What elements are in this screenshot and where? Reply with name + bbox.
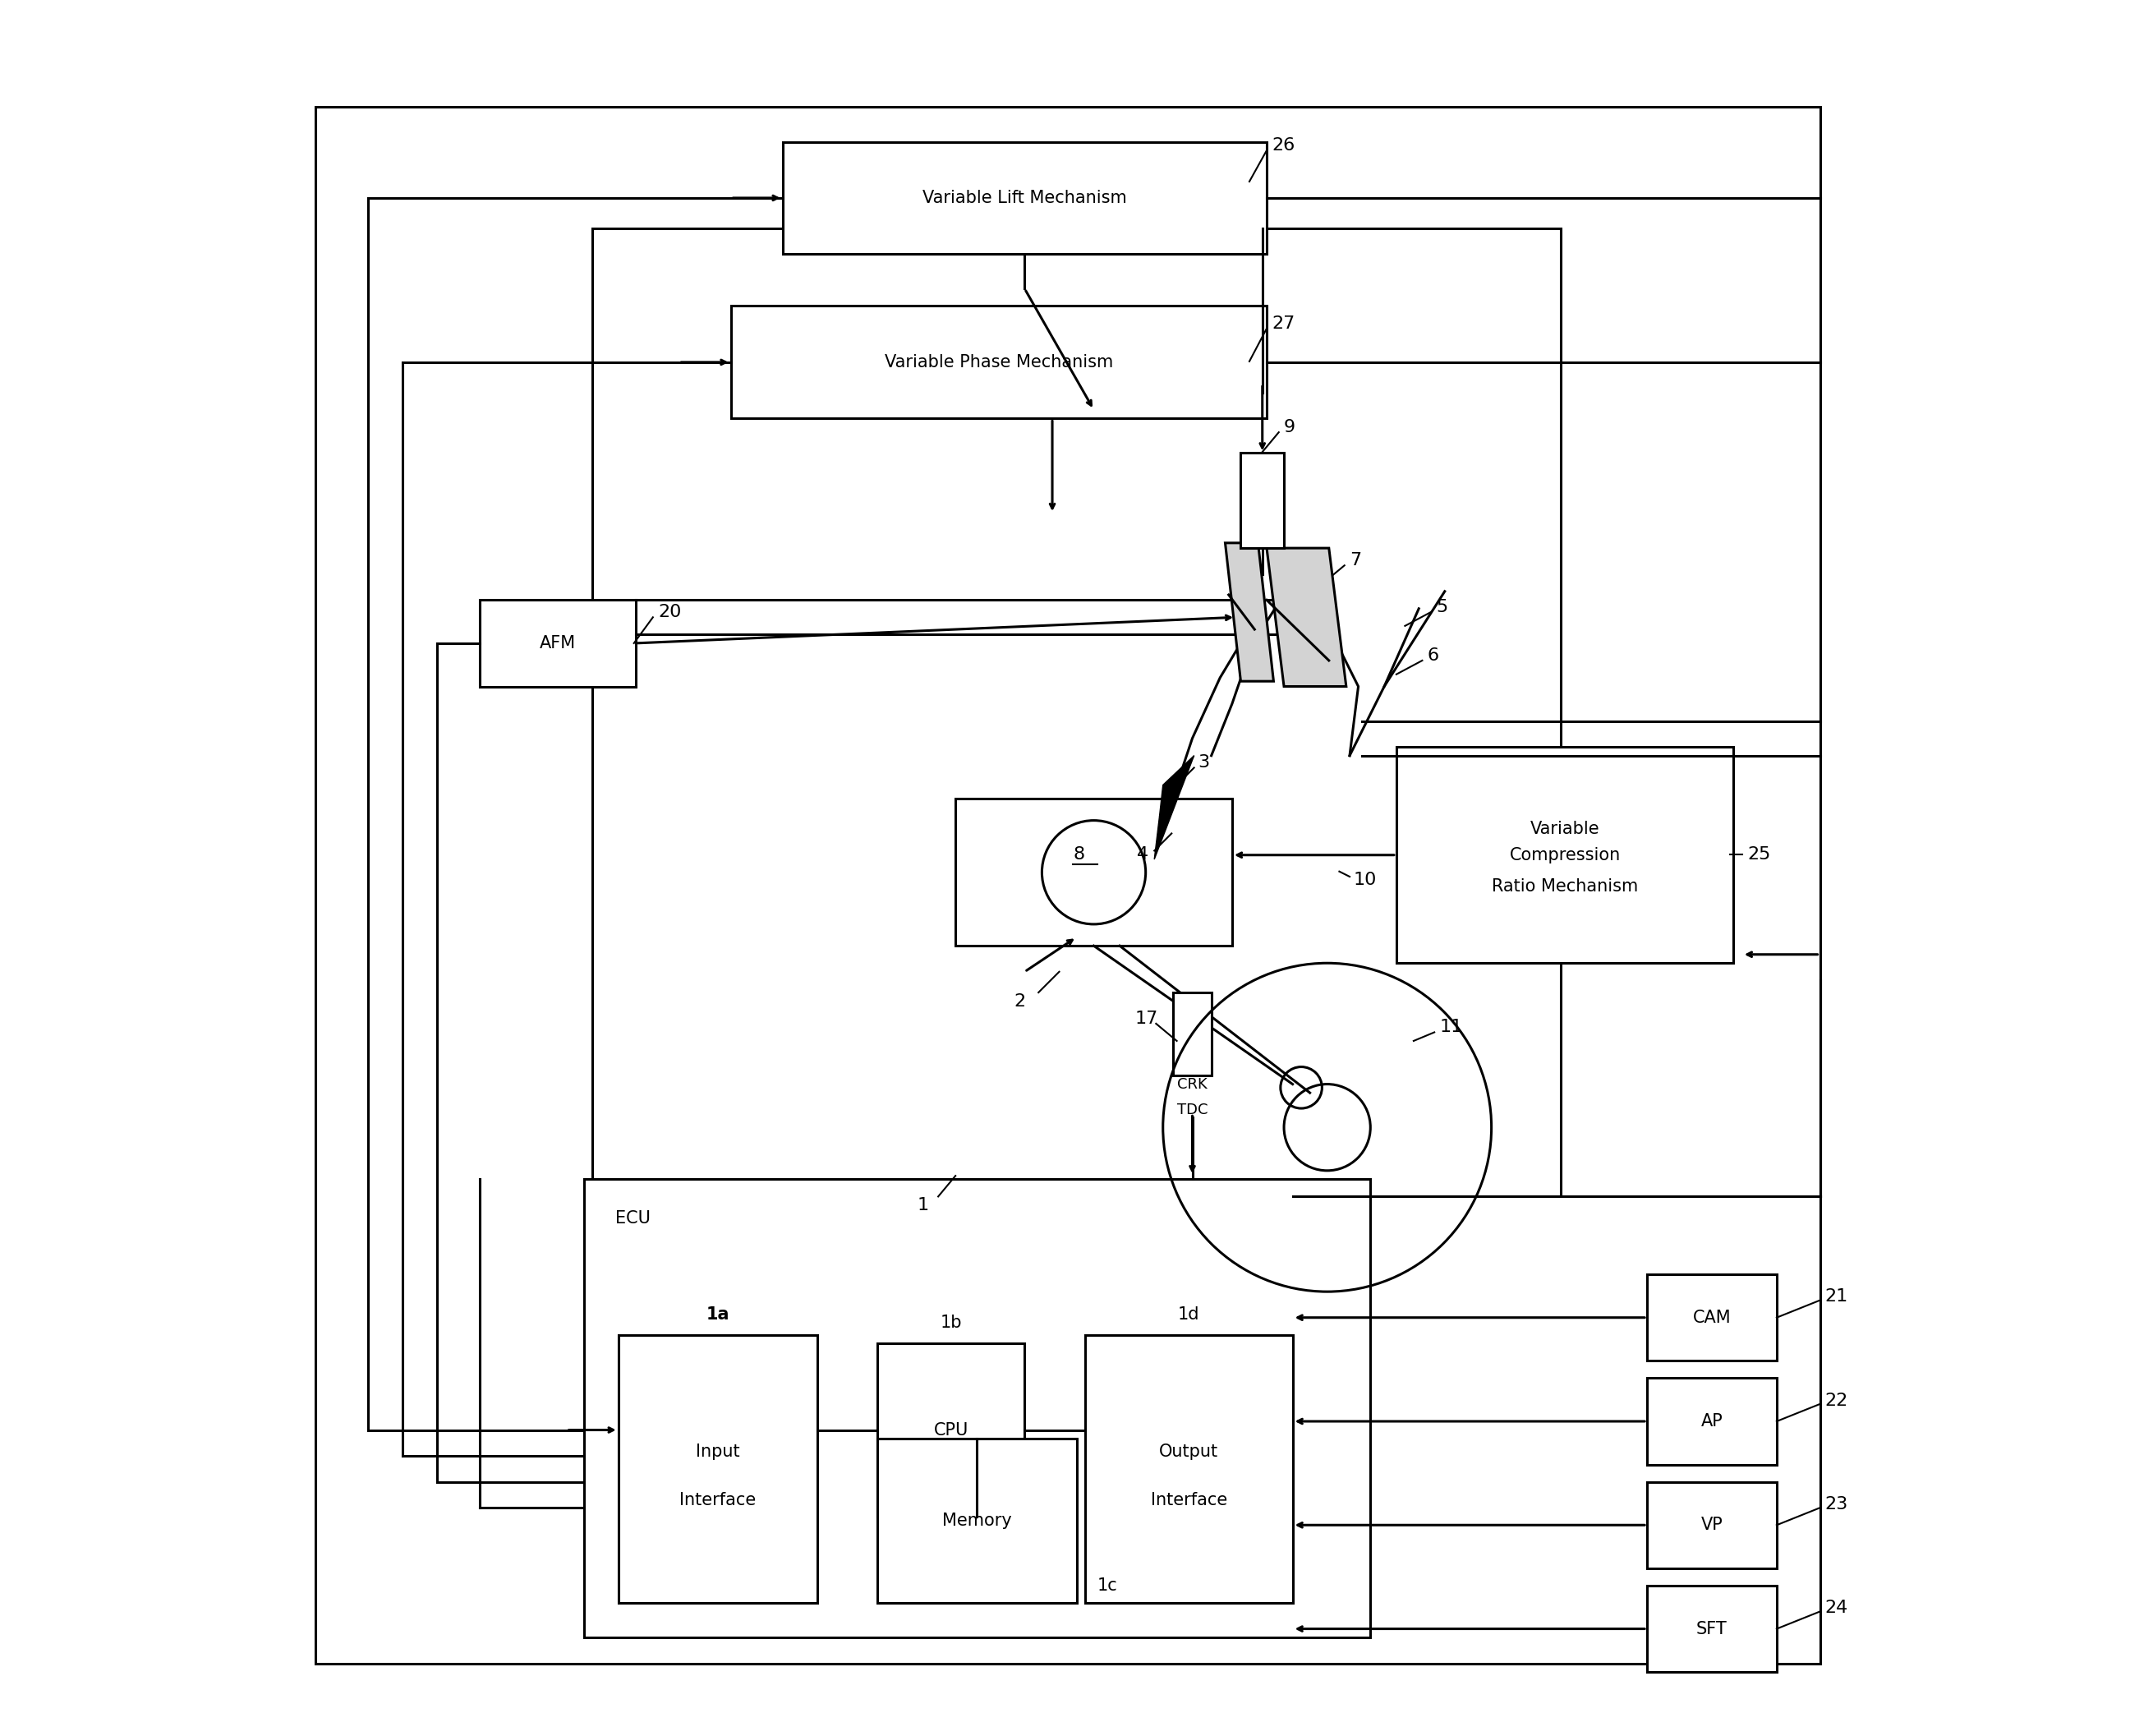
Text: Memory: Memory <box>943 1512 1012 1529</box>
Text: 20: 20 <box>659 604 680 620</box>
Bar <box>1173 993 1212 1076</box>
Text: CAM: CAM <box>1692 1309 1731 1326</box>
Text: 24: 24 <box>1826 1601 1847 1616</box>
Text: 5: 5 <box>1436 599 1447 615</box>
Polygon shape <box>1160 755 1195 816</box>
Bar <box>1647 1483 1776 1568</box>
Polygon shape <box>1154 755 1195 859</box>
Text: 21: 21 <box>1826 1288 1847 1305</box>
Text: 26: 26 <box>1272 137 1296 153</box>
Text: 1: 1 <box>917 1196 930 1213</box>
Text: 6: 6 <box>1427 648 1438 663</box>
Bar <box>1647 1585 1776 1672</box>
Text: 4: 4 <box>1137 845 1148 863</box>
Bar <box>782 142 1266 253</box>
Bar <box>730 306 1266 418</box>
Bar <box>618 1335 818 1602</box>
Text: ECU: ECU <box>616 1210 650 1227</box>
Text: AP: AP <box>1701 1413 1722 1429</box>
Bar <box>1647 1274 1776 1361</box>
Text: SFT: SFT <box>1697 1621 1727 1637</box>
Text: 27: 27 <box>1272 316 1296 332</box>
Text: TDC: TDC <box>1178 1102 1208 1118</box>
Text: 1a: 1a <box>706 1305 730 1323</box>
Bar <box>1397 746 1733 963</box>
Bar <box>878 1344 1025 1517</box>
Text: 9: 9 <box>1283 418 1296 436</box>
Text: 8: 8 <box>1072 845 1085 863</box>
Text: CPU: CPU <box>934 1422 969 1437</box>
Text: 17: 17 <box>1135 1010 1158 1026</box>
Bar <box>1240 453 1283 549</box>
Polygon shape <box>1225 543 1275 681</box>
Text: 23: 23 <box>1826 1496 1847 1512</box>
Text: 1d: 1d <box>1178 1305 1199 1323</box>
Text: Compression: Compression <box>1509 847 1621 863</box>
Bar <box>956 799 1232 946</box>
Text: Input: Input <box>695 1443 741 1460</box>
Text: 3: 3 <box>1197 755 1210 771</box>
Text: 22: 22 <box>1826 1392 1847 1410</box>
Text: Output: Output <box>1158 1443 1219 1460</box>
Text: Variable Phase Mechanism: Variable Phase Mechanism <box>885 354 1113 370</box>
Text: 25: 25 <box>1748 845 1770 863</box>
Bar <box>592 227 1561 1196</box>
Text: CRK: CRK <box>1178 1076 1208 1092</box>
Text: Variable: Variable <box>1531 821 1600 837</box>
Text: Interface: Interface <box>680 1491 756 1509</box>
Text: 1c: 1c <box>1098 1578 1117 1594</box>
Text: 11: 11 <box>1440 1019 1462 1035</box>
Polygon shape <box>1266 549 1346 686</box>
Text: Variable Lift Mechanism: Variable Lift Mechanism <box>921 189 1126 207</box>
Text: Interface: Interface <box>1150 1491 1227 1509</box>
Bar <box>878 1439 1076 1602</box>
Text: VP: VP <box>1701 1517 1722 1533</box>
Bar <box>480 601 635 686</box>
Bar <box>1647 1378 1776 1465</box>
Bar <box>583 1179 1371 1637</box>
Text: Ratio Mechanism: Ratio Mechanism <box>1492 878 1638 894</box>
Bar <box>1085 1335 1292 1602</box>
Text: 10: 10 <box>1352 871 1376 889</box>
Text: 2: 2 <box>1014 993 1025 1009</box>
Text: 7: 7 <box>1350 552 1361 568</box>
Text: AFM: AFM <box>540 635 577 651</box>
Text: 1b: 1b <box>941 1314 962 1332</box>
Bar <box>316 108 1819 1663</box>
